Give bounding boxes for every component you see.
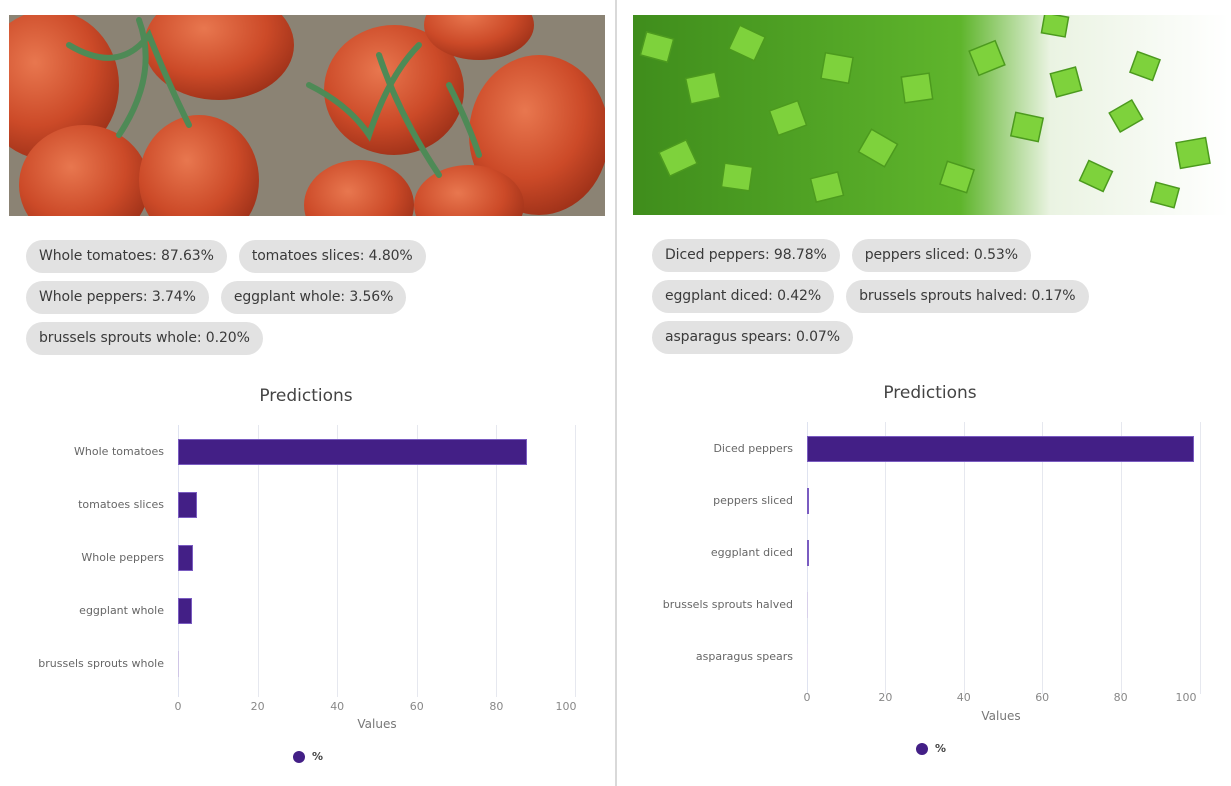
prediction-chip: eggplant whole: 3.56% [220,281,407,314]
prediction-chip: eggplant diced: 0.42% [652,280,835,313]
prediction-chip: Diced peppers: 98.78% [652,239,840,272]
right-result-panel: Diced peppers: 98.78% peppers sliced: 0.… [624,0,1231,786]
diced-peppers-image-icon [633,15,1229,215]
x-tick-label: 100 [555,700,577,713]
gridline [496,425,498,697]
gridline [416,425,418,697]
x-tick-label: 0 [174,700,182,713]
chart-legend[interactable]: % [916,742,946,755]
legend-label: % [935,742,947,755]
prediction-chips: Whole tomatoes: 87.63% tomatoes slices: … [26,240,596,355]
diced-peppers-photo [633,15,1229,215]
bar[interactable] [178,492,198,518]
bar[interactable] [807,436,1195,462]
prediction-chip: Whole peppers: 3.74% [26,281,209,314]
tomatoes-photo [9,15,605,216]
x-tick-label: 60 [1035,691,1050,704]
x-tick-label: 60 [409,700,424,713]
bar[interactable] [178,651,179,677]
plot-area: Diced peppers peppers sliced eggplant di… [663,422,1201,694]
gridline [1120,422,1122,694]
left-result-panel: Whole tomatoes: 87.63% tomatoes slices: … [0,0,612,786]
x-tick-label: 80 [1113,691,1128,704]
gridline [885,422,887,694]
chart-title: Predictions [883,383,977,403]
gridline [337,425,339,697]
plot-area: Whole tomatoes tomatoes slices Whole pep… [38,425,576,697]
x-tick-label: 100 [1175,691,1197,704]
category-label: asparagus spears [695,650,793,663]
category-label: brussels sprouts halved [662,598,793,611]
x-axis-title: Values [357,717,397,731]
bar[interactable] [807,488,809,514]
category-label: Whole peppers [81,551,164,564]
category-label: brussels sprouts whole [38,657,164,670]
x-axis-title: Values [981,709,1021,723]
x-tick-label: 20 [250,700,265,713]
x-tick-label: 40 [330,700,345,713]
category-label: tomatoes slices [78,498,164,511]
predictions-chart: Predictions Whole tomatoes tomatoes slic… [0,384,612,784]
gridline [963,422,965,694]
prediction-chip: brussels sprouts whole: 0.20% [26,322,263,355]
gridline [575,425,576,697]
prediction-chip: brussels sprouts halved: 0.17% [846,280,1089,313]
category-label: eggplant whole [79,604,164,617]
legend-dot-icon [916,742,928,755]
category-label: eggplant diced [710,546,793,559]
predictions-chart: Predictions Diced peppers peppers sliced… [624,381,1231,781]
x-tick-label: 20 [878,691,893,704]
bar[interactable] [807,540,809,566]
bar[interactable] [178,545,193,571]
x-tick-label: 80 [489,700,504,713]
category-label: Diced peppers [713,442,793,455]
legend-label: % [312,750,324,763]
category-label: peppers sliced [713,494,793,507]
tomatoes-image-icon [9,15,605,216]
prediction-chip: peppers sliced: 0.53% [851,239,1031,272]
prediction-chips: Diced peppers: 98.78% peppers sliced: 0.… [652,239,1222,354]
prediction-chip: asparagus spears: 0.07% [652,321,853,354]
gridline [1200,422,1201,694]
legend-dot-icon [293,750,305,763]
bar[interactable] [178,439,527,465]
prediction-chip: tomatoes slices: 4.80% [238,240,426,273]
gridline [1042,422,1044,694]
category-label: Whole tomatoes [74,445,164,458]
panel-divider [615,0,617,786]
chart-legend[interactable]: % [293,750,323,763]
chart-title: Predictions [259,386,353,406]
prediction-chip: Whole tomatoes: 87.63% [26,240,227,273]
x-tick-label: 0 [803,691,811,704]
bar[interactable] [178,598,193,624]
x-tick-label: 40 [956,691,971,704]
gridline [257,425,259,697]
bar[interactable] [807,592,808,618]
